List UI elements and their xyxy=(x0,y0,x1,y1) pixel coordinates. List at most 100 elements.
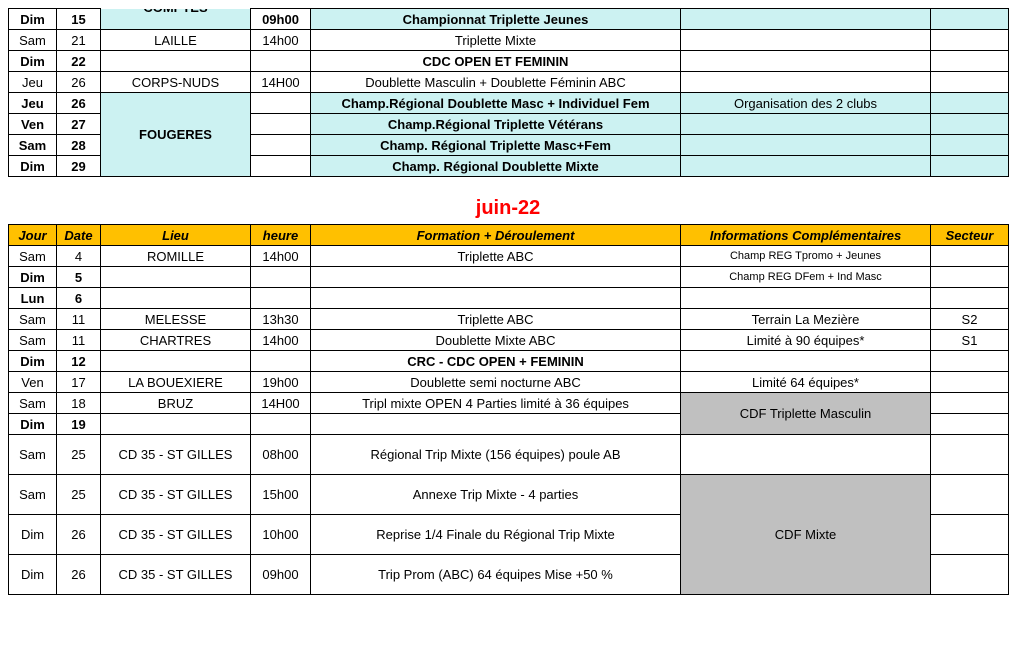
table-cell: Sam xyxy=(9,330,57,351)
table-cell xyxy=(931,93,1009,114)
table-cell: 6 xyxy=(57,288,101,309)
table-cell: 29 xyxy=(57,156,101,177)
table-cell: Sam xyxy=(9,246,57,267)
month-title: juin-22 xyxy=(8,197,1008,220)
table-cell xyxy=(101,51,251,72)
table-cell: FOUGERES xyxy=(101,93,251,177)
table-cell: CDC OPEN ET FEMININ xyxy=(311,51,681,72)
schedule-table-may: Dim15COMPTES09h00Championnat Triplette J… xyxy=(8,8,1009,177)
table-cell: Dim xyxy=(9,9,57,30)
table-cell: CD 35 - ST GILLES xyxy=(101,435,251,475)
table-cell: 14h00 xyxy=(251,30,311,51)
table-row: Sam25CD 35 - ST GILLES15h00Annexe Trip M… xyxy=(9,475,1009,515)
col-jour: Jour xyxy=(9,225,57,246)
table-header-row: Jour Date Lieu heure Formation + Déroule… xyxy=(9,225,1009,246)
table-cell: 14H00 xyxy=(251,72,311,93)
table-cell: 18 xyxy=(57,393,101,414)
table-cell: 21 xyxy=(57,30,101,51)
table-cell: Sam xyxy=(9,309,57,330)
table-cell xyxy=(931,414,1009,435)
table-cell: 12 xyxy=(57,351,101,372)
col-date: Date xyxy=(57,225,101,246)
table-cell xyxy=(101,288,251,309)
table-cell xyxy=(251,156,311,177)
table-cell: Limité 64 équipes* xyxy=(681,372,931,393)
table-cell xyxy=(681,156,931,177)
table-cell xyxy=(681,351,931,372)
table-cell xyxy=(251,114,311,135)
table-cell: 22 xyxy=(57,51,101,72)
table-cell: 14H00 xyxy=(251,393,311,414)
table-cell: CDF Triplette Masculin xyxy=(681,393,931,435)
table-cell xyxy=(681,135,931,156)
table-cell xyxy=(251,414,311,435)
table-cell: Terrain La Mezière xyxy=(681,309,931,330)
table-cell: 14h00 xyxy=(251,246,311,267)
table-cell: COMPTES xyxy=(101,9,251,30)
table-cell: Champ.Régional Doublette Masc + Individu… xyxy=(311,93,681,114)
table-cell: Dim xyxy=(9,51,57,72)
table-cell xyxy=(681,288,931,309)
table-cell: 17 xyxy=(57,372,101,393)
table-row: Ven17LA BOUEXIERE19h00Doublette semi noc… xyxy=(9,372,1009,393)
table-cell xyxy=(931,51,1009,72)
table-cell: Triplette ABC xyxy=(311,246,681,267)
table-cell xyxy=(931,393,1009,414)
schedule-table-june: Jour Date Lieu heure Formation + Déroule… xyxy=(8,224,1009,595)
table-cell: BRUZ xyxy=(101,393,251,414)
table-cell: Tripl mixte OPEN 4 Parties limité à 36 é… xyxy=(311,393,681,414)
table-cell: Régional Trip Mixte (156 équipes) poule … xyxy=(311,435,681,475)
table-cell: Jeu xyxy=(9,72,57,93)
table-cell xyxy=(101,351,251,372)
table-row: Sam4ROMILLE14h00Triplette ABCChamp REG T… xyxy=(9,246,1009,267)
table-cell: 26 xyxy=(57,515,101,555)
table-cell: ROMILLE xyxy=(101,246,251,267)
table-cell: Jeu xyxy=(9,93,57,114)
table-cell: S2 xyxy=(931,309,1009,330)
table-cell xyxy=(311,267,681,288)
table-cell: 13h30 xyxy=(251,309,311,330)
table-row: Sam18BRUZ14H00Tripl mixte OPEN 4 Parties… xyxy=(9,393,1009,414)
col-heure: heure xyxy=(251,225,311,246)
col-info: Informations Complémentaires xyxy=(681,225,931,246)
table-row: Lun6 xyxy=(9,288,1009,309)
table-cell xyxy=(931,30,1009,51)
table-cell: 25 xyxy=(57,475,101,515)
table-cell: CORPS-NUDS xyxy=(101,72,251,93)
table-cell: 08h00 xyxy=(251,435,311,475)
table-cell: CRC - CDC OPEN + FEMININ xyxy=(311,351,681,372)
table-cell: CHARTRES xyxy=(101,330,251,351)
table-cell: Organisation des 2 clubs xyxy=(681,93,931,114)
table-cell xyxy=(251,93,311,114)
table-cell: Champ.Régional Triplette Vétérans xyxy=(311,114,681,135)
table-cell: Champ REG DFem + Ind Masc xyxy=(681,267,931,288)
table-cell xyxy=(931,351,1009,372)
table-cell: Dim xyxy=(9,515,57,555)
table-cell xyxy=(681,51,931,72)
table-cell xyxy=(931,156,1009,177)
table-cell xyxy=(101,267,251,288)
table-cell: Dim xyxy=(9,414,57,435)
table-cell xyxy=(931,114,1009,135)
table-cell xyxy=(311,288,681,309)
table-cell: Lun xyxy=(9,288,57,309)
table-cell xyxy=(931,135,1009,156)
table-cell: Annexe Trip Mixte - 4 parties xyxy=(311,475,681,515)
table-cell xyxy=(931,555,1009,595)
table-row: Dim22 CDC OPEN ET FEMININ xyxy=(9,51,1009,72)
table-row: Dim5Champ REG DFem + Ind Masc xyxy=(9,267,1009,288)
table-cell: Champ. Régional Triplette Masc+Fem xyxy=(311,135,681,156)
table-cell: 5 xyxy=(57,267,101,288)
table-cell: Sam xyxy=(9,475,57,515)
table-cell xyxy=(681,30,931,51)
table-row: Sam25CD 35 - ST GILLES08h00Régional Trip… xyxy=(9,435,1009,475)
table-cell: Dim xyxy=(9,156,57,177)
table-cell: Sam xyxy=(9,435,57,475)
table-cell: Champ REG Tpromo + Jeunes xyxy=(681,246,931,267)
table-cell: 4 xyxy=(57,246,101,267)
table-cell: 19 xyxy=(57,414,101,435)
table-cell xyxy=(931,372,1009,393)
table-cell: Ven xyxy=(9,114,57,135)
table-cell: Reprise 1/4 Finale du Régional Trip Mixt… xyxy=(311,515,681,555)
table-cell: 09h00 xyxy=(251,9,311,30)
